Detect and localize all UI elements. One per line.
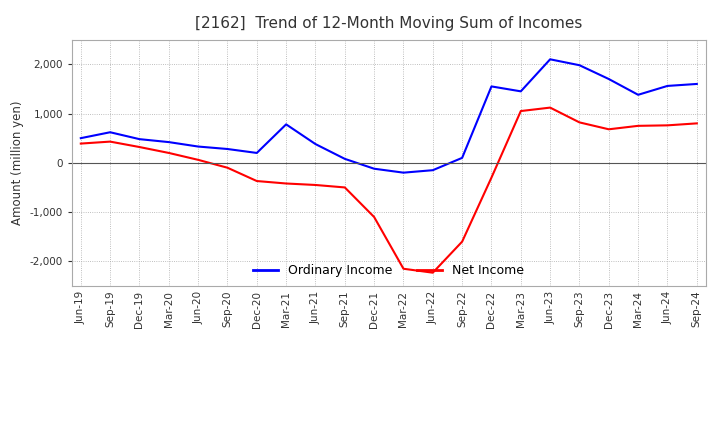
Net Income [634, 123, 642, 128]
Net Income [546, 105, 554, 110]
Ordinary Income [223, 147, 232, 152]
Legend: Ordinary Income, Net Income: Ordinary Income, Net Income [248, 259, 529, 282]
Ordinary Income [693, 81, 701, 87]
Title: [2162]  Trend of 12-Month Moving Sum of Incomes: [2162] Trend of 12-Month Moving Sum of I… [195, 16, 582, 32]
Ordinary Income [663, 83, 672, 88]
Ordinary Income [282, 122, 290, 127]
Ordinary Income [164, 139, 173, 145]
Ordinary Income [76, 136, 85, 141]
Net Income [399, 266, 408, 271]
Ordinary Income [253, 150, 261, 156]
Net Income [164, 150, 173, 156]
Ordinary Income [428, 168, 437, 173]
Net Income [693, 121, 701, 126]
Ordinary Income [605, 77, 613, 82]
Net Income [370, 214, 379, 220]
Line: Net Income: Net Income [81, 108, 697, 273]
Y-axis label: Amount (million yen): Amount (million yen) [12, 101, 24, 225]
Net Income [428, 270, 437, 275]
Ordinary Income [399, 170, 408, 175]
Ordinary Income [634, 92, 642, 97]
Net Income [663, 123, 672, 128]
Ordinary Income [194, 144, 202, 149]
Ordinary Income [516, 89, 525, 94]
Ordinary Income [370, 166, 379, 171]
Net Income [135, 144, 144, 150]
Ordinary Income [487, 84, 496, 89]
Net Income [516, 108, 525, 114]
Net Income [341, 185, 349, 190]
Ordinary Income [458, 155, 467, 161]
Net Income [487, 175, 496, 180]
Net Income [106, 139, 114, 144]
Ordinary Income [546, 57, 554, 62]
Net Income [458, 239, 467, 244]
Net Income [605, 127, 613, 132]
Line: Ordinary Income: Ordinary Income [81, 59, 697, 172]
Net Income [253, 178, 261, 183]
Net Income [194, 157, 202, 162]
Ordinary Income [341, 156, 349, 161]
Ordinary Income [135, 136, 144, 142]
Ordinary Income [575, 62, 584, 68]
Ordinary Income [106, 130, 114, 135]
Net Income [223, 165, 232, 170]
Net Income [311, 182, 320, 187]
Net Income [575, 120, 584, 125]
Net Income [76, 141, 85, 146]
Net Income [282, 181, 290, 186]
Ordinary Income [311, 141, 320, 147]
